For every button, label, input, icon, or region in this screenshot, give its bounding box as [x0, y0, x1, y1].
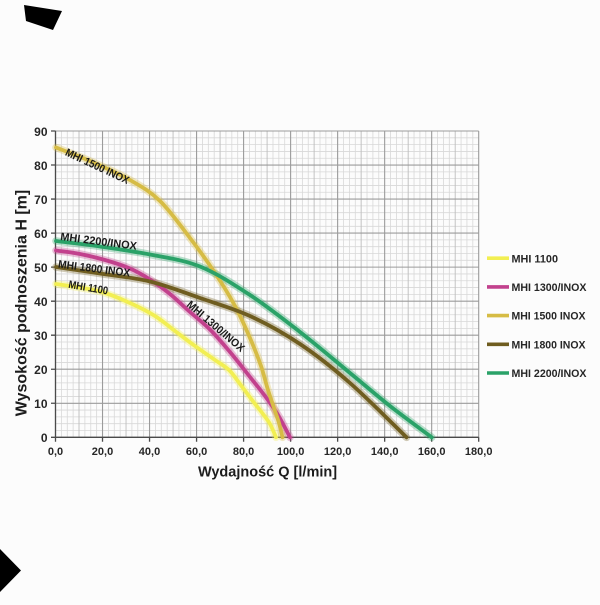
svg-text:Wydajność Q [l/min]: Wydajność Q [l/min]: [198, 465, 337, 481]
svg-text:60: 60: [34, 227, 48, 241]
svg-text:30: 30: [34, 329, 48, 343]
svg-text:140,0: 140,0: [371, 446, 399, 458]
svg-text:0: 0: [41, 431, 48, 445]
svg-text:120,0: 120,0: [324, 446, 352, 458]
svg-text:MHI 2200/INOX: MHI 2200/INOX: [512, 368, 588, 380]
svg-text:Wysokość podnoszenia H [m]: Wysokość podnoszenia H [m]: [14, 190, 31, 416]
svg-text:10: 10: [34, 397, 48, 411]
svg-text:60,0: 60,0: [186, 446, 207, 458]
svg-text:80: 80: [34, 159, 48, 173]
svg-text:MHI 1300/INOX: MHI 1300/INOX: [512, 282, 588, 294]
svg-text:MHI 1500 INOX: MHI 1500 INOX: [512, 311, 587, 323]
svg-text:90: 90: [34, 125, 48, 139]
svg-text:MHI 1800 INOX: MHI 1800 INOX: [512, 339, 587, 351]
svg-text:MHI 1100: MHI 1100: [512, 253, 559, 265]
svg-text:40,0: 40,0: [139, 446, 160, 458]
svg-text:100,0: 100,0: [277, 446, 305, 458]
svg-text:40: 40: [34, 295, 48, 309]
svg-text:50: 50: [34, 261, 48, 275]
svg-text:20: 20: [34, 363, 48, 377]
svg-text:0,0: 0,0: [48, 446, 63, 458]
svg-text:180,0: 180,0: [465, 446, 493, 458]
svg-text:160,0: 160,0: [418, 446, 446, 458]
svg-text:70: 70: [34, 193, 48, 207]
svg-text:20,0: 20,0: [92, 446, 113, 458]
svg-text:80,0: 80,0: [233, 446, 254, 458]
